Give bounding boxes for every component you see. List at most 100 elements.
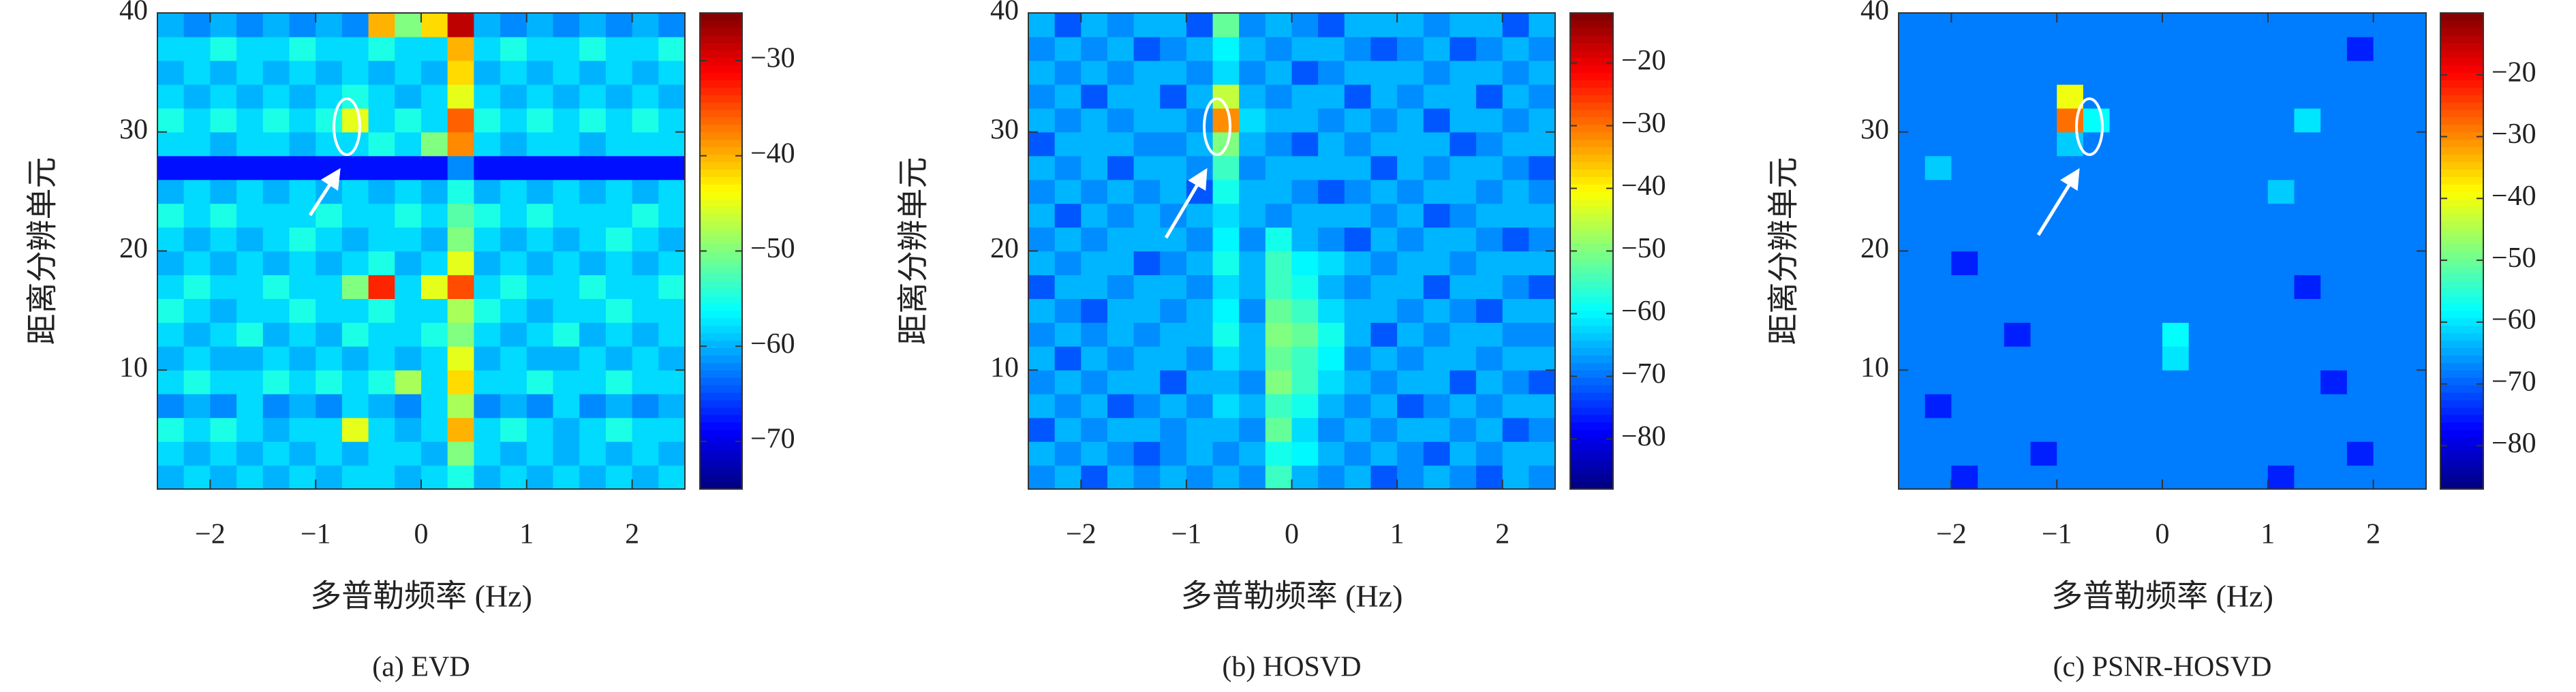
colorbar-segment: [700, 422, 742, 430]
heatmap-cell: [395, 418, 422, 442]
colorbar-segment: [700, 146, 742, 155]
heatmap-cell: [2004, 251, 2031, 276]
heatmap-cell: [316, 394, 343, 418]
heatmap-cell: [1239, 274, 1266, 299]
heatmap-cell: [2109, 203, 2136, 228]
heatmap-cell: [474, 84, 501, 109]
heatmap-cell: [2188, 441, 2215, 466]
heatmap-cell: [2004, 155, 2031, 180]
heatmap-cell: [579, 418, 607, 442]
heatmap-cell: [2320, 203, 2348, 228]
heatmap-cell: [395, 108, 422, 133]
heatmap-cell: [183, 155, 211, 180]
heatmap-cell: [1951, 108, 1978, 133]
heatmap-cell: [1951, 13, 1978, 37]
heatmap-cell: [2057, 155, 2084, 180]
heatmap-cell: [1028, 394, 1056, 418]
heatmap-cell: [605, 251, 633, 276]
heatmap-cell: [1133, 298, 1161, 323]
heatmap-panel: −2 −1 0 1 2 10 20 30 40 多普勒频率 (Hz) 距离分辨单元 (c) PSNR-…: [1766, 0, 2536, 683]
heatmap-cell: [1239, 13, 1266, 37]
colorbar-segment: [2440, 116, 2483, 125]
heatmap-cell: [1291, 155, 1319, 180]
heatmap-cell: [526, 155, 554, 180]
heatmap-cell: [1925, 394, 1952, 418]
heatmap-cell: [262, 108, 290, 133]
heatmap-cell: [1978, 108, 2005, 133]
heatmap-cell: [262, 36, 290, 61]
heatmap-cell: [421, 155, 448, 180]
heatmap-cell: [1476, 13, 1503, 37]
heatmap-cell: [500, 394, 527, 418]
colorbar-tick-label: −50: [1621, 233, 1666, 264]
colorbar-segment: [2440, 154, 2483, 163]
heatmap-cell: [1054, 298, 1082, 323]
heatmap-cell: [1160, 36, 1187, 61]
heatmap-cell: [1318, 155, 1345, 180]
heatmap-cell: [1899, 298, 1926, 323]
y-tick-label: 30: [119, 114, 148, 145]
heatmap-cell: [2109, 274, 2136, 299]
heatmap-cell: [553, 108, 580, 133]
heatmap-cell: [421, 465, 448, 490]
heatmap-cell: [368, 60, 395, 85]
heatmap-cell: [2215, 155, 2242, 180]
heatmap-cell: [2083, 346, 2111, 371]
heatmap-cell: [1107, 155, 1135, 180]
colorbar-tick-label: −50: [750, 233, 795, 264]
heatmap-cell: [2215, 418, 2242, 442]
heatmap-cell: [605, 370, 633, 394]
heatmap-cell: [1502, 370, 1529, 394]
colorbar-segment: [2440, 42, 2483, 51]
heatmap-cell: [1107, 36, 1135, 61]
heatmap-cell: [1529, 155, 1556, 180]
heatmap-cell: [2215, 36, 2242, 61]
colorbar-tick-label: −70: [2491, 366, 2536, 397]
heatmap-cell: [632, 203, 659, 228]
heatmap-cell: [2241, 394, 2269, 418]
colorbar-tick-label: −50: [2491, 242, 2536, 274]
heatmap-cell: [2136, 418, 2163, 442]
heatmap-cell: [553, 346, 580, 371]
heatmap-cell: [2399, 155, 2427, 180]
heatmap-cell: [2004, 346, 2031, 371]
heatmap-cell: [1529, 251, 1556, 276]
colorbar-segment: [1570, 281, 1613, 289]
heatmap-cell: [1925, 251, 1952, 276]
colorbar-segment: [700, 444, 742, 452]
heatmap-cell: [500, 108, 527, 133]
heatmap-cell: [579, 394, 607, 418]
heatmap-cell: [395, 131, 422, 157]
colorbar-segment: [1570, 116, 1613, 125]
heatmap-cell: [1291, 227, 1319, 252]
heatmap-cell: [2241, 251, 2269, 276]
heatmap-cell: [2136, 131, 2163, 157]
heatmap-cell: [1028, 346, 1056, 371]
heatmap-cell: [341, 13, 369, 37]
heatmap-cell: [2215, 179, 2242, 204]
heatmap-cell: [316, 322, 343, 347]
heatmap-cell: [2030, 441, 2057, 466]
heatmap-cell: [1951, 418, 1978, 442]
heatmap-cell: [341, 108, 369, 133]
heatmap-cell: [2162, 131, 2190, 157]
heatmap-cell: [1212, 60, 1240, 85]
heatmap-cell: [289, 346, 316, 371]
heatmap-cell: [605, 418, 633, 442]
heatmap-cell: [1054, 251, 1082, 276]
heatmap-cell: [2241, 274, 2269, 299]
colorbar-segment: [700, 482, 742, 490]
heatmap-cell: [1925, 322, 1952, 347]
heatmap-cell: [632, 131, 659, 157]
heatmap-cell: [1291, 13, 1319, 37]
heatmap-cell: [2294, 346, 2321, 371]
heatmap-cell: [605, 298, 633, 323]
heatmap-cell: [316, 418, 343, 442]
heatmap-cell: [553, 251, 580, 276]
heatmap-cell: [236, 203, 264, 228]
heatmap-cell: [395, 298, 422, 323]
heatmap-cell: [1239, 36, 1266, 61]
heatmap-cell: [1476, 203, 1503, 228]
heatmap-cell: [2294, 441, 2321, 466]
heatmap-cell: [2215, 346, 2242, 371]
